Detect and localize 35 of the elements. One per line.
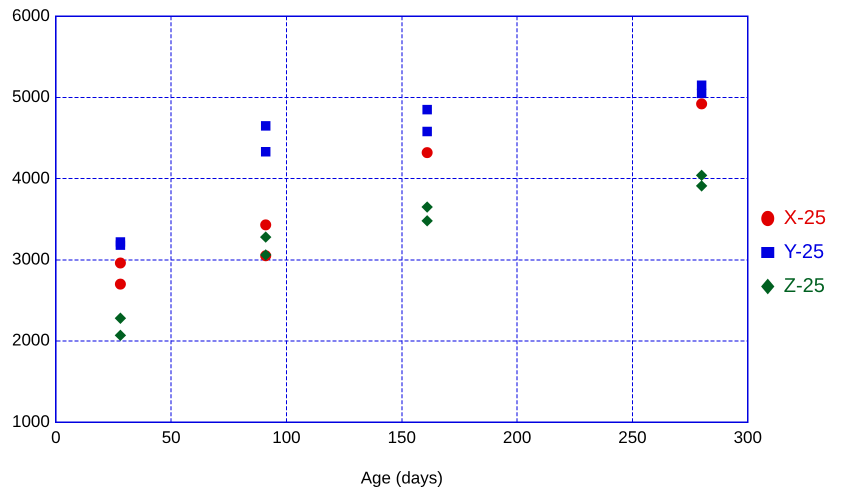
x-axis-title: Age (days) bbox=[360, 468, 443, 488]
x-tick-label: 250 bbox=[618, 428, 647, 448]
point bbox=[114, 258, 126, 269]
y-tick-label: 3000 bbox=[12, 249, 50, 268]
point bbox=[422, 202, 433, 213]
legend-label: Z-25 bbox=[784, 275, 825, 298]
y-tick-label: 2000 bbox=[12, 330, 50, 350]
y-tick-label: 5000 bbox=[12, 87, 50, 106]
point bbox=[696, 170, 708, 181]
point bbox=[116, 240, 126, 250]
point bbox=[260, 121, 270, 131]
point bbox=[114, 278, 126, 290]
y-tick-label: 1000 bbox=[12, 412, 50, 431]
point bbox=[422, 147, 433, 158]
legend-label: X-25 bbox=[784, 207, 826, 230]
x-tick-label: 100 bbox=[272, 428, 301, 448]
legend-label: Y-25 bbox=[784, 241, 824, 264]
point bbox=[114, 312, 126, 324]
point bbox=[422, 215, 433, 226]
point bbox=[422, 126, 432, 136]
x-tick-label: 200 bbox=[502, 428, 532, 448]
point bbox=[696, 180, 708, 192]
y-tick-label: 6000 bbox=[12, 6, 50, 25]
x-tick-label: 300 bbox=[734, 428, 762, 448]
point bbox=[260, 147, 270, 157]
y-tick-label: 4000 bbox=[12, 168, 50, 188]
x-tick-label: 0 bbox=[51, 428, 61, 448]
point bbox=[260, 219, 272, 230]
point bbox=[696, 88, 706, 98]
point bbox=[114, 330, 126, 341]
x-tick-label: 50 bbox=[162, 428, 181, 448]
point bbox=[260, 232, 272, 243]
x-tick-label: 150 bbox=[388, 428, 416, 448]
point bbox=[696, 98, 708, 110]
point bbox=[422, 104, 432, 114]
